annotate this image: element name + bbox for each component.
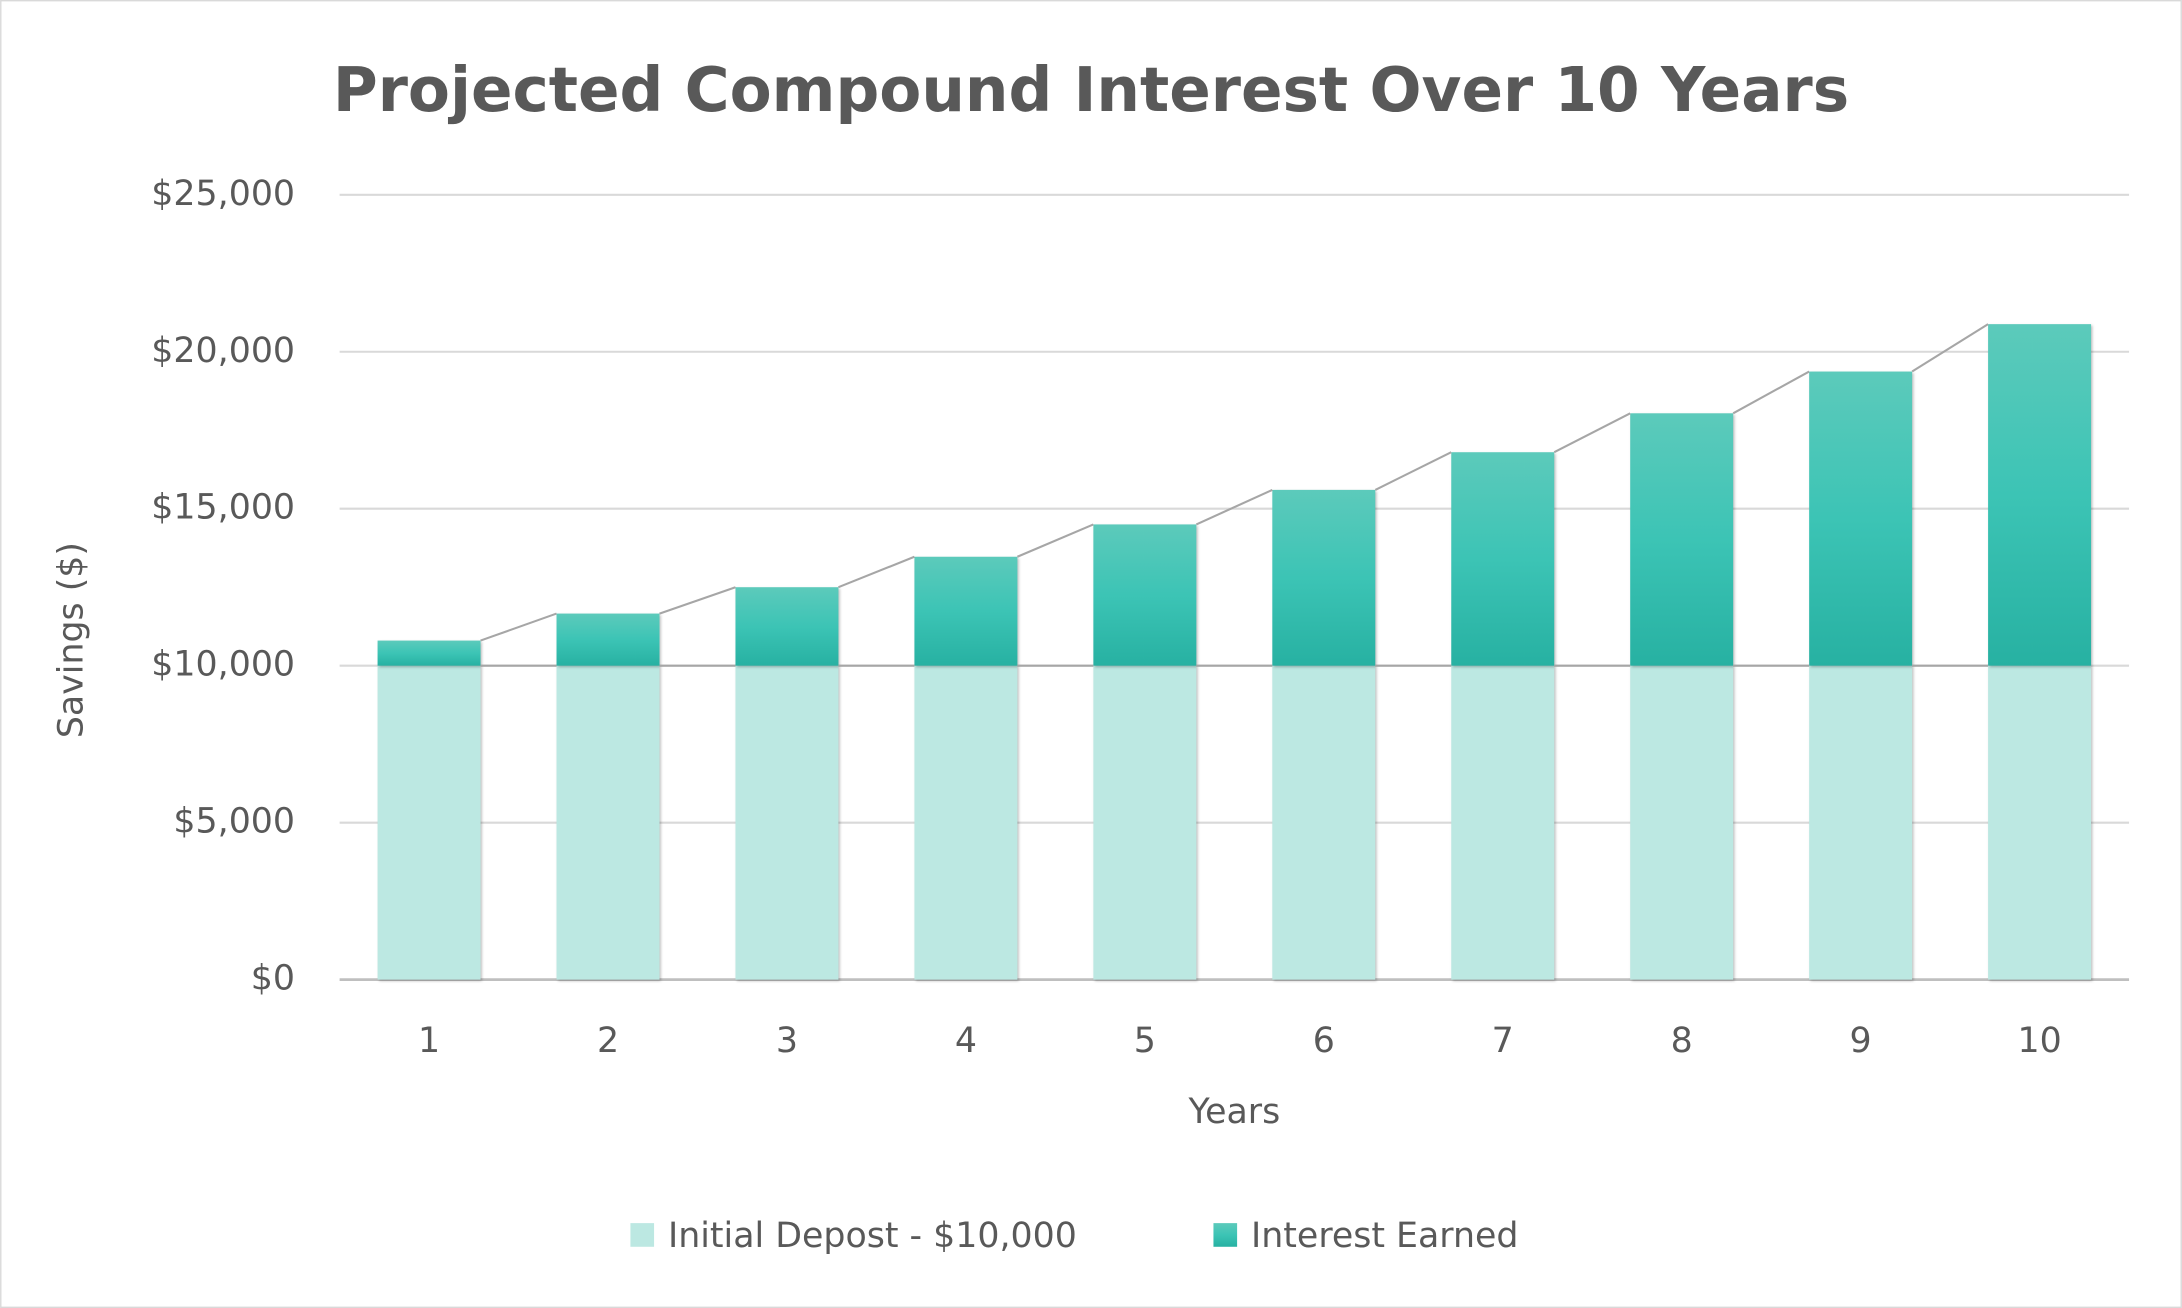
bar-segment <box>556 665 660 980</box>
series-line <box>1911 323 1989 373</box>
legend-swatch <box>1213 1223 1238 1247</box>
x-tick-label: 8 <box>1671 1021 1693 1061</box>
x-tick-label: 3 <box>776 1021 798 1061</box>
legend-label: Initial Depost - $10,000 <box>668 1216 1077 1256</box>
bar-segment <box>1451 665 1555 980</box>
x-tick-label: 5 <box>1134 1021 1156 1061</box>
series-line <box>1016 523 1094 558</box>
bar-segment <box>1272 489 1376 666</box>
bar-segment <box>914 556 1018 666</box>
bar-segment <box>1988 665 2092 980</box>
bar-segment <box>1988 324 2092 666</box>
series-line <box>1374 451 1452 491</box>
x-tick-label: 9 <box>1850 1021 1872 1061</box>
bar-segment <box>1093 665 1197 980</box>
legend: Initial Depost - $10,000 Interest Earned <box>630 1216 1518 1256</box>
x-tick-label: 7 <box>1492 1021 1514 1061</box>
x-tick-label: 1 <box>418 1021 440 1061</box>
bar-segment <box>1809 665 1913 980</box>
chart-title: Projected Compound Interest Over 10 Year… <box>333 55 1849 126</box>
series-line <box>1195 488 1273 526</box>
x-tick-label: 2 <box>597 1021 619 1061</box>
bar-segment <box>1630 665 1734 980</box>
bar-segment <box>735 587 839 666</box>
bar-segment <box>377 640 481 666</box>
x-tick-label: 10 <box>2017 1021 2061 1061</box>
series-line <box>1732 370 1810 415</box>
legend-label: Interest Earned <box>1251 1216 1518 1256</box>
y-tick-label: $10,000 <box>151 645 295 685</box>
bar-segment <box>1093 524 1197 666</box>
y-axis-label: Savings ($) <box>51 542 91 738</box>
y-tick-label: $20,000 <box>151 331 295 371</box>
plot-area: $0 $5,000 $10,000 $15,000 $20,000 $25,000 1 2 3 4… <box>151 174 2130 1061</box>
series-line <box>480 612 557 642</box>
bar-segment <box>914 665 1018 980</box>
y-tick-label: $15,000 <box>151 488 295 528</box>
y-tick-label: $5,000 <box>173 802 295 842</box>
x-tick-label: 4 <box>955 1021 977 1061</box>
bar-segment <box>377 665 481 980</box>
bar-segment <box>556 613 660 666</box>
series-line <box>659 586 736 615</box>
bar-segment <box>735 665 839 980</box>
y-tick-label: $0 <box>251 959 295 999</box>
series-line <box>838 555 915 589</box>
x-axis-label: Years <box>1187 1092 1280 1132</box>
bar-segment <box>1809 371 1913 666</box>
x-tick-label: 6 <box>1313 1021 1335 1061</box>
series-line <box>1553 412 1631 454</box>
bar-segment <box>1272 665 1376 980</box>
y-tick-label: $25,000 <box>151 174 295 214</box>
bar-segment <box>1451 452 1555 666</box>
bar-segment <box>1630 413 1734 666</box>
legend-swatch <box>630 1223 655 1247</box>
